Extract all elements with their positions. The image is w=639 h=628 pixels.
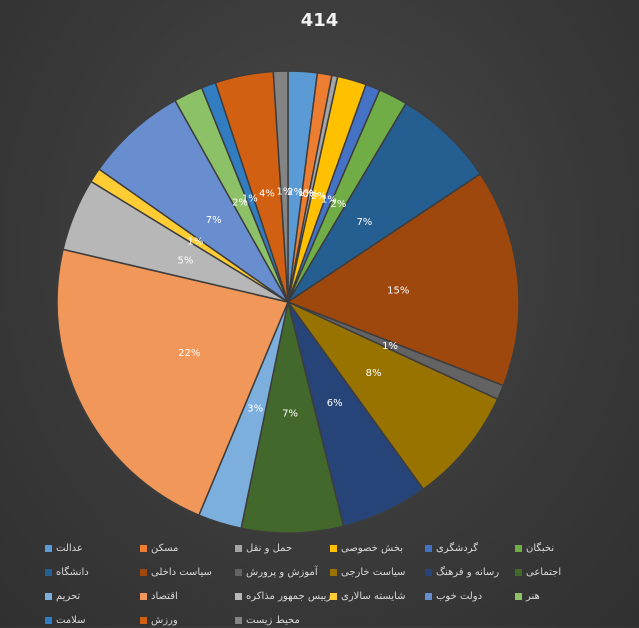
legend-item: سلامت	[45, 612, 133, 628]
pie-slice-6	[287, 102, 482, 303]
legend-label: دولت خوب	[436, 590, 483, 602]
slice-data-label-4: 1%	[321, 194, 337, 205]
legend-item: ورزش	[140, 612, 228, 628]
legend-label: هنر	[526, 590, 540, 602]
pie-slice-9	[285, 300, 499, 491]
legend-item: شایسته سالاری	[330, 588, 418, 604]
legend-label: محیط زیست	[246, 614, 300, 626]
legend-item: رییس جمهور مذاکره	[235, 588, 331, 604]
pie-slice-11	[240, 301, 345, 534]
slice-data-label-14: 5%	[177, 255, 193, 266]
legend-swatch	[235, 544, 242, 552]
legend-label: مسکن	[151, 542, 179, 554]
legend-label: شایسته سالاری	[341, 590, 406, 602]
legend-swatch	[235, 592, 242, 600]
legend-item: مسکن	[140, 540, 228, 556]
legend-label: دانشگاه	[56, 566, 89, 578]
slice-data-label-5: 2%	[331, 199, 347, 210]
legend-swatch	[425, 568, 432, 576]
legend-item: سیاست خارجی	[330, 564, 418, 580]
legend-item: نخبگان	[515, 540, 603, 556]
legend-label: نخبگان	[526, 542, 555, 554]
slice-data-label-7: 15%	[387, 285, 409, 296]
legend-swatch	[515, 592, 522, 600]
legend-swatch	[425, 592, 432, 600]
legend-swatch	[235, 616, 242, 624]
legend-swatch	[140, 616, 147, 624]
legend-item: دانشگاه	[45, 564, 133, 580]
legend-item: هنر	[515, 588, 603, 604]
slice-data-label-11: 7%	[282, 408, 298, 419]
legend-label: بخش خصوصی	[341, 542, 404, 554]
slice-data-label-0: 2%	[287, 187, 303, 198]
legend-swatch	[45, 544, 52, 552]
legend-label: حمل و نقل	[246, 542, 293, 554]
legend-item: تحریم	[45, 588, 133, 604]
slice-data-label-1: 1%	[298, 188, 314, 199]
legend-item: محیط زیست	[235, 612, 323, 628]
pie-slice-16	[98, 99, 289, 303]
legend-item: رسانه و فرهنگ	[425, 564, 513, 580]
pie-slice-13	[56, 248, 290, 517]
slice-data-label-17: 2%	[232, 198, 248, 209]
pie-chart: 2%1%0%2%1%2%7%15%1%8%6%7%3%22%5%1%7%2%1%…	[56, 70, 520, 534]
legend-swatch	[45, 592, 52, 600]
slice-data-label-12: 3%	[247, 403, 263, 414]
slice-data-label-8: 1%	[382, 341, 398, 352]
legend-swatch	[330, 592, 337, 600]
legend-label: سلامت	[56, 614, 86, 626]
slice-data-label-9: 8%	[366, 368, 382, 379]
slice-data-label-15: 1%	[187, 237, 203, 248]
legend-label: ورزش	[151, 614, 178, 626]
legend-label: تحریم	[56, 590, 81, 602]
slice-data-label-3: 2%	[311, 191, 327, 202]
legend-swatch	[45, 616, 52, 624]
legend-label: سیاست داخلی	[151, 566, 212, 578]
legend-item: اقتصاد	[140, 588, 228, 604]
legend-swatch	[425, 544, 432, 552]
legend-swatch	[140, 544, 147, 552]
legend-item: اجتماعی	[515, 564, 603, 580]
slice-data-label-6: 7%	[356, 217, 372, 228]
legend-label: رییس جمهور مذاکره	[246, 590, 332, 602]
legend-item: دولت خوب	[425, 588, 513, 604]
legend-item: گردشگری	[425, 540, 513, 556]
legend-swatch	[45, 568, 52, 576]
slice-data-label-13: 22%	[178, 348, 200, 359]
slice-data-label-16: 7%	[206, 215, 222, 226]
chart-legend: عدالت مسکن حمل و نقل بخش خصوصی گردشگری نخبگان…	[40, 540, 630, 626]
legend-item: حمل و نقل	[235, 540, 323, 556]
legend-label: اقتصاد	[151, 590, 178, 602]
slice-data-label-2: 0%	[303, 189, 319, 200]
pie-slice-20	[272, 70, 289, 303]
legend-item: عدالت	[45, 540, 133, 556]
legend-item: سیاست داخلی	[140, 564, 228, 580]
pie-slice-7	[286, 172, 520, 387]
slice-data-label-18: 1%	[242, 193, 258, 204]
legend-swatch	[140, 592, 147, 600]
legend-label: گردشگری	[436, 542, 478, 554]
legend-swatch	[330, 544, 337, 552]
slice-data-label-20: 1%	[277, 187, 293, 198]
legend-label: سیاست خارجی	[341, 566, 406, 578]
legend-item: بخش خصوصی	[330, 540, 418, 556]
legend-label: عدالت	[56, 542, 83, 554]
legend-swatch	[515, 568, 522, 576]
legend-swatch	[515, 544, 522, 552]
legend-swatch	[330, 568, 337, 576]
chart-title: 414	[300, 10, 339, 31]
legend-swatch	[235, 568, 242, 576]
legend-swatch	[140, 568, 147, 576]
legend-label: رسانه و فرهنگ	[436, 566, 500, 578]
slice-data-label-10: 6%	[327, 398, 343, 409]
legend-label: اجتماعی	[526, 566, 562, 578]
legend-label: آموزش و پرورش	[246, 566, 318, 578]
legend-item: آموزش و پرورش	[235, 564, 323, 580]
slice-data-label-19: 4%	[259, 189, 275, 200]
